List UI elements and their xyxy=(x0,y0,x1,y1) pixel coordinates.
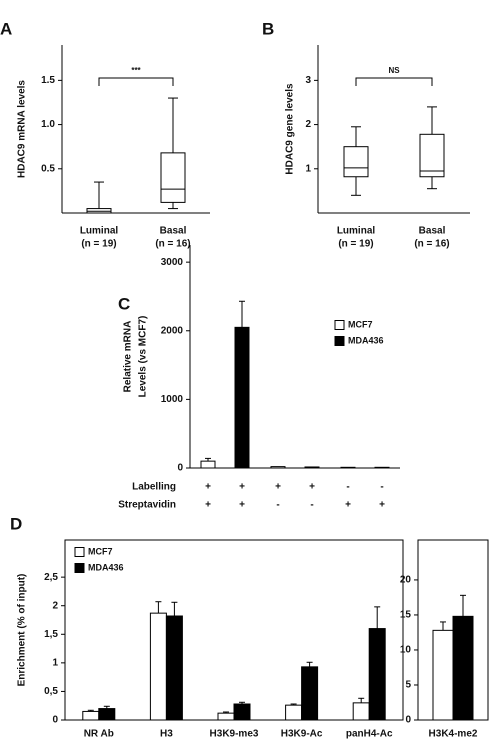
y-tick-label: 2000 xyxy=(161,325,184,336)
bar xyxy=(217,712,235,721)
y-tick-label: 0.5 xyxy=(41,163,55,174)
bar xyxy=(301,666,319,721)
bar xyxy=(352,702,370,721)
bar xyxy=(304,466,320,469)
bar xyxy=(368,628,386,721)
bar xyxy=(82,710,100,721)
y-tick-label: 1 xyxy=(52,657,58,668)
condition-sign: + xyxy=(275,482,281,493)
y-tick-label: 0 xyxy=(52,715,58,726)
x-tick-note: (n = 16) xyxy=(414,239,449,250)
y-tick-label: 3 xyxy=(305,75,311,86)
condition-sign: + xyxy=(205,500,211,511)
legend-swatch xyxy=(334,320,345,330)
y-tick-label: 5 xyxy=(405,680,411,691)
legend-label: MDA436 xyxy=(348,335,384,345)
x-tick-label: Basal xyxy=(160,226,187,237)
y-tick-label: 1.5 xyxy=(41,75,55,86)
condition-sign: + xyxy=(205,482,211,493)
y-axis-label: Levels (vs MCF7) xyxy=(138,316,149,398)
condition-sign: + xyxy=(309,482,315,493)
bracket xyxy=(98,77,174,86)
legend-label: MDA436 xyxy=(88,562,124,572)
y-tick-label: 2 xyxy=(305,119,311,130)
bar xyxy=(98,708,116,721)
y-axis-label: HDAC9 mRNA levels xyxy=(17,80,28,178)
legend-swatch xyxy=(334,336,345,346)
annotation: *** xyxy=(131,66,141,75)
bar xyxy=(432,629,454,721)
x-tick-label: H3 xyxy=(160,729,173,740)
y-tick-label: 20 xyxy=(400,575,412,586)
box xyxy=(160,152,186,203)
bar xyxy=(233,703,251,721)
condition-label: Streptavidin xyxy=(118,500,176,511)
legend-label: MCF7 xyxy=(88,546,113,556)
x-tick-label: Basal xyxy=(419,226,446,237)
x-tick-label: H3K9-me3 xyxy=(210,729,259,740)
annotation: NS xyxy=(388,66,400,75)
legend-swatch xyxy=(74,547,85,557)
y-tick-label: 1,5 xyxy=(44,629,58,640)
x-tick-label: H3K9-Ac xyxy=(281,729,323,740)
bar xyxy=(340,466,356,469)
x-tick-label: panH4-Ac xyxy=(346,729,393,740)
bar xyxy=(149,612,167,721)
y-tick-label: 1.0 xyxy=(41,119,55,130)
condition-sign: + xyxy=(345,500,351,511)
legend-swatch xyxy=(74,563,85,573)
x-tick-label: NR Ab xyxy=(84,729,114,740)
condition-label: Labelling xyxy=(132,482,176,493)
x-tick-label: Luminal xyxy=(337,226,376,237)
condition-sign: - xyxy=(310,500,313,511)
y-tick-label: 2,5 xyxy=(44,572,58,583)
panel-label: B xyxy=(262,19,274,38)
x-tick-label: Luminal xyxy=(80,226,119,237)
y-axis-label: Relative mRNA xyxy=(123,321,134,393)
legend-label: MCF7 xyxy=(348,319,373,329)
bar xyxy=(234,326,250,469)
condition-sign: + xyxy=(379,500,385,511)
y-tick-label: 10 xyxy=(400,645,412,656)
bar xyxy=(165,615,183,721)
y-tick-label: 0 xyxy=(405,715,411,726)
y-tick-label: 0 xyxy=(177,463,183,474)
y-tick-label: 15 xyxy=(400,610,412,621)
x-tick-label: H3K4-me2 xyxy=(429,729,478,740)
condition-sign: - xyxy=(276,500,279,511)
y-tick-label: 3000 xyxy=(161,257,184,268)
panel-label: C xyxy=(118,294,130,313)
panel-label: A xyxy=(0,19,12,38)
y-axis-label: Enrichment (% of input) xyxy=(17,574,28,687)
x-tick-note: (n = 16) xyxy=(155,239,190,250)
bracket xyxy=(355,77,433,86)
condition-sign: - xyxy=(380,482,383,493)
y-tick-label: 0,5 xyxy=(44,686,58,697)
y-tick-label: 1 xyxy=(305,163,311,174)
y-tick-label: 1000 xyxy=(161,394,184,405)
box xyxy=(343,146,369,178)
box xyxy=(419,133,445,178)
condition-sign: + xyxy=(239,482,245,493)
bar xyxy=(270,466,286,469)
bar xyxy=(452,615,474,721)
y-tick-label: 2 xyxy=(52,600,58,611)
x-tick-note: (n = 19) xyxy=(81,239,116,250)
x-tick-note: (n = 19) xyxy=(338,239,373,250)
condition-sign: - xyxy=(346,482,349,493)
bar xyxy=(374,466,390,469)
bar xyxy=(200,460,216,469)
y-axis-label: HDAC9 gene levels xyxy=(285,83,296,175)
condition-sign: + xyxy=(239,500,245,511)
panel-label: D xyxy=(10,514,22,533)
bar xyxy=(285,704,303,721)
